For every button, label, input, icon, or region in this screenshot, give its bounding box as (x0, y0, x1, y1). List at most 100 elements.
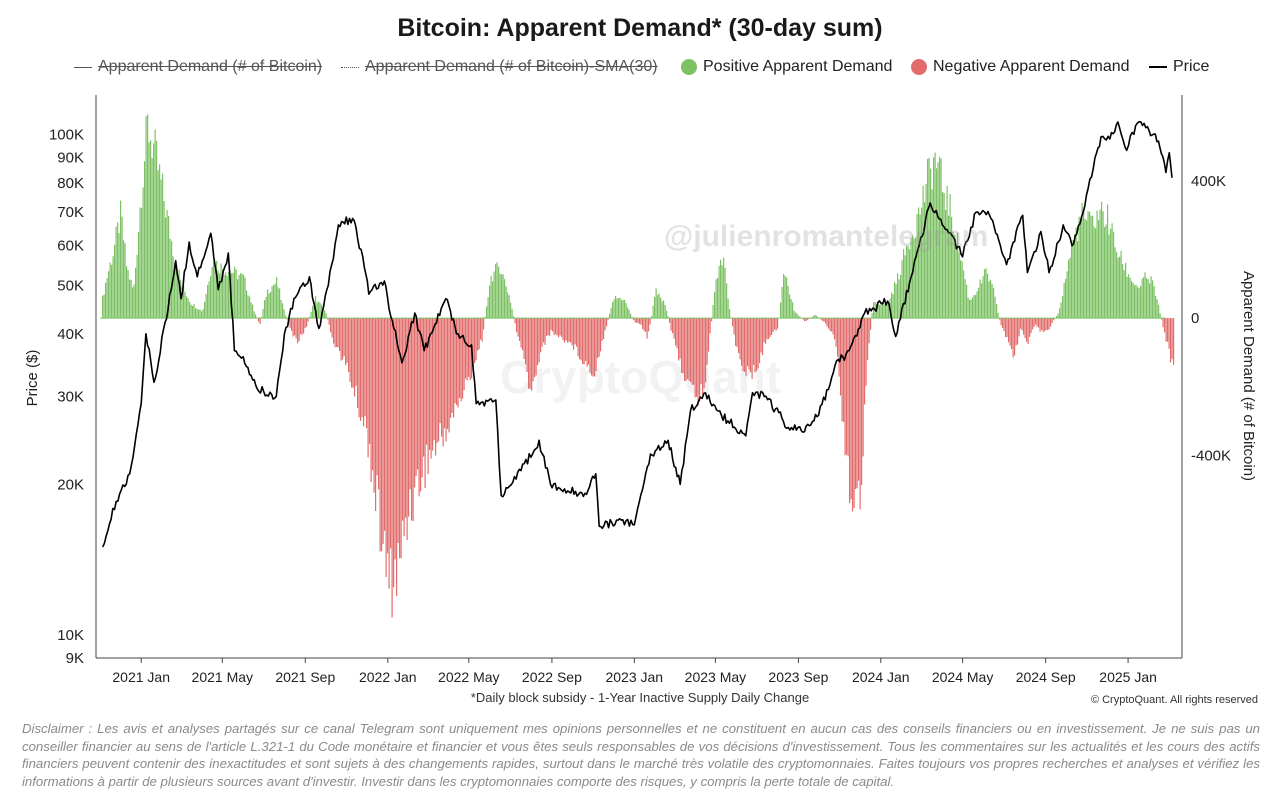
legend-item-negative-demand[interactable]: Negative Apparent Demand (911, 56, 1130, 78)
negative-demand-bar (474, 318, 476, 363)
negative-demand-bar (1165, 318, 1167, 342)
positive-demand-bar (1104, 227, 1106, 319)
positive-demand-bar (912, 235, 914, 319)
positive-demand-bar (982, 276, 984, 319)
legend-item-price[interactable]: Price (1149, 56, 1209, 78)
negative-demand-bar (367, 318, 369, 458)
negative-demand-bar (1002, 318, 1004, 328)
positive-demand-bar (879, 304, 881, 319)
negative-demand-bar (850, 318, 852, 500)
negative-demand-bar (570, 318, 572, 343)
negative-demand-bar (690, 318, 692, 383)
positive-demand-bar (955, 246, 957, 319)
negative-demand-bar (454, 318, 456, 404)
negative-demand-bar (861, 318, 863, 486)
negative-demand-bar (327, 318, 329, 320)
negative-demand-bar (361, 318, 363, 418)
x-tick-labels: 2021 Jan 2021 May 2021 Sep 2022 Jan 2022 May… (112, 658, 1157, 685)
negative-demand-bar (838, 318, 840, 377)
positive-demand-bar (615, 296, 617, 319)
positive-demand-bar (651, 316, 653, 319)
positive-demand-bar (915, 237, 917, 319)
positive-demand-bar (1123, 270, 1125, 319)
negative-demand-bar (643, 318, 645, 331)
positive-demand-bar (1141, 278, 1143, 319)
positive-demand-bar (658, 293, 660, 319)
legend-item-apparent-demand-sma[interactable]: Apparent Demand (# of Bitcoin)-SMA(30) (341, 56, 658, 78)
negative-demand-bar (286, 318, 288, 320)
right-tick-labels: 400K 0 -400K (1191, 173, 1231, 465)
negative-demand-bar (1044, 318, 1046, 332)
negative-demand-bar (520, 318, 522, 348)
negative-demand-bar (337, 318, 339, 348)
positive-demand-bar (630, 313, 632, 319)
legend-item-positive-demand[interactable]: Positive Apparent Demand (681, 56, 892, 78)
positive-demand-bar (159, 164, 161, 319)
negative-demand-bar (439, 318, 441, 424)
negative-demand-bar (1020, 318, 1022, 329)
negative-demand-bar (694, 318, 696, 398)
negative-demand-bar (340, 318, 342, 361)
negative-demand-bar (564, 318, 566, 343)
negative-demand-bar (855, 318, 857, 489)
negative-demand-bar (1048, 318, 1050, 330)
negative-demand-bar (481, 318, 483, 342)
negative-demand-bar (672, 318, 674, 334)
positive-demand-bar (187, 298, 189, 319)
positive-demand-bar (927, 158, 929, 319)
negative-demand-bar (1003, 318, 1005, 332)
positive-demand-bar (136, 254, 138, 319)
negative-demand-bar (417, 318, 419, 470)
negative-demand-bar (1027, 318, 1029, 345)
watermark-faint: CryptoQuant (500, 351, 782, 403)
positive-demand-bar (1131, 281, 1133, 319)
positive-demand-bar (271, 286, 273, 319)
positive-demand-bar (210, 276, 212, 319)
positive-demand-bar (922, 185, 924, 319)
negative-demand-bar (639, 318, 641, 324)
negative-demand-bar (402, 318, 404, 521)
positive-demand-bar (1081, 202, 1083, 319)
positive-demand-bar (1089, 211, 1091, 319)
negative-demand-bar (528, 318, 530, 389)
negative-demand-bar (858, 318, 860, 481)
negative-demand-bar (607, 318, 609, 320)
negative-demand-bar (669, 318, 671, 323)
y-left-tick-label: 10K (57, 627, 84, 644)
negative-demand-bar (1008, 318, 1010, 343)
negative-demand-bar (421, 318, 423, 478)
legend-label: Apparent Demand (# of Bitcoin) (98, 58, 323, 75)
positive-demand-bar (969, 299, 971, 319)
positive-demand-bar (721, 265, 723, 319)
negative-demand-bar (591, 318, 593, 376)
positive-demand-bar (621, 300, 623, 319)
negative-demand-bar (346, 318, 348, 363)
positive-demand-bar (204, 301, 206, 319)
positive-demand-bar (183, 285, 185, 319)
positive-demand-bar (991, 283, 993, 319)
positive-demand-bar (145, 116, 147, 319)
positive-demand-bar (246, 290, 248, 319)
positive-demand-bar (726, 283, 728, 319)
disclaimer: Disclaimer : Les avis et analyses partag… (22, 721, 1260, 789)
positive-demand-bar (1057, 313, 1059, 319)
negative-demand-bar (580, 318, 582, 361)
positive-demand-bar (609, 313, 611, 319)
positive-demand-bar (888, 303, 890, 319)
positive-demand-bar (178, 269, 180, 319)
negative-demand-bar (759, 318, 761, 364)
positive-demand-bar (169, 238, 171, 319)
negative-demand-bar (357, 318, 359, 409)
negative-demand-bar (460, 318, 462, 402)
negative-demand-bar (637, 318, 639, 323)
positive-demand-bar (984, 269, 986, 319)
legend-item-apparent-demand[interactable]: Apparent Demand (# of Bitcoin) (74, 56, 322, 78)
positive-demand-bar (175, 264, 177, 319)
negative-demand-bar (562, 318, 564, 341)
positive-demand-bar (907, 246, 909, 319)
positive-demand-bar (1113, 231, 1115, 319)
positive-demand-bar (933, 157, 935, 319)
negative-demand-bar (409, 318, 411, 490)
positive-demand-bar (1143, 277, 1145, 319)
negative-demand-bar (670, 318, 672, 331)
